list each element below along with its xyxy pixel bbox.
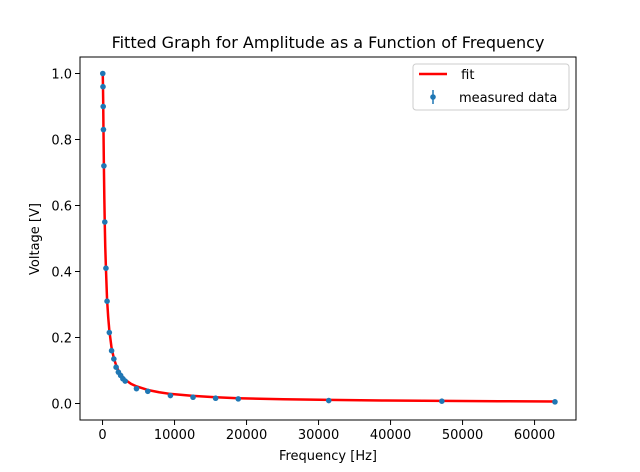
- legend-data-label: measured data: [459, 91, 557, 106]
- y-axis-ticks: 0.0 0.2 0.4 0.6 0.8 1.0: [51, 68, 80, 413]
- x-tick-label: 30000: [298, 428, 339, 443]
- data-point: [122, 378, 128, 384]
- legend-data-marker: [430, 94, 436, 100]
- y-axis-label: Voltage [V]: [28, 203, 43, 275]
- y-tick-label: 1.0: [51, 68, 72, 83]
- data-point: [439, 398, 445, 404]
- plot-border: [79, 56, 577, 421]
- data-point: [325, 397, 332, 404]
- plot-area: [80, 57, 576, 420]
- x-tick-label: 60000: [514, 428, 555, 443]
- y-tick-label: 0.8: [51, 134, 72, 149]
- x-tick-label: 10000: [154, 428, 195, 443]
- data-point: [102, 219, 108, 225]
- y-tick-label: 0.4: [51, 266, 72, 281]
- data-point: [101, 163, 107, 169]
- data-point: [100, 83, 106, 90]
- y-tick-label: 0.2: [51, 332, 72, 347]
- data-point: [190, 394, 196, 401]
- x-tick-label: 0: [98, 428, 106, 443]
- x-axis-label: Frequency [Hz]: [279, 449, 377, 464]
- data-point: [108, 347, 115, 354]
- y-tick-label: 0.0: [51, 398, 72, 413]
- data-point: [133, 385, 140, 392]
- measured-data-series: [99, 70, 558, 405]
- legend-box: [412, 63, 570, 111]
- data-point: [106, 329, 113, 336]
- y-tick-label: 0.6: [51, 200, 72, 215]
- data-point: [167, 392, 174, 399]
- x-tick-label: 50000: [442, 428, 483, 443]
- data-point: [100, 126, 107, 133]
- data-point: [113, 364, 119, 371]
- x-tick-label: 40000: [370, 428, 411, 443]
- legend: fit measured data: [412, 63, 570, 111]
- data-point: [111, 356, 117, 362]
- chart-title: Fitted Graph for Amplitude as a Function…: [112, 33, 545, 52]
- data-point: [99, 70, 106, 77]
- legend-fit-label: fit: [457, 68, 474, 83]
- data-point: [100, 103, 107, 110]
- x-tick-label: 20000: [226, 428, 267, 443]
- data-point: [212, 395, 219, 402]
- data-point: [235, 396, 242, 402]
- data-point: [144, 388, 151, 395]
- x-axis-ticks: 0 10000 20000 30000 40000 50000 60000: [98, 420, 555, 443]
- data-point: [103, 265, 109, 272]
- data-point: [552, 399, 558, 405]
- data-point: [104, 298, 110, 305]
